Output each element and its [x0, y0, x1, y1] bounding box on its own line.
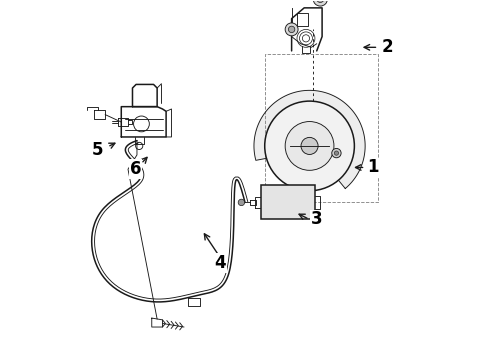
Bar [261, 185, 315, 220]
Text: 3: 3 [311, 211, 322, 229]
Circle shape [317, 0, 324, 3]
Circle shape [285, 23, 298, 36]
Circle shape [285, 122, 334, 170]
Circle shape [301, 138, 318, 154]
Text: 6: 6 [130, 160, 142, 178]
Circle shape [334, 151, 339, 155]
Text: 2: 2 [382, 38, 393, 56]
Circle shape [265, 101, 354, 191]
Circle shape [289, 26, 295, 33]
Circle shape [332, 148, 341, 158]
Text: 5: 5 [92, 140, 104, 158]
Text: 1: 1 [367, 158, 378, 176]
Circle shape [238, 199, 245, 206]
Polygon shape [254, 90, 365, 189]
Circle shape [313, 0, 327, 6]
Text: 4: 4 [214, 254, 226, 272]
